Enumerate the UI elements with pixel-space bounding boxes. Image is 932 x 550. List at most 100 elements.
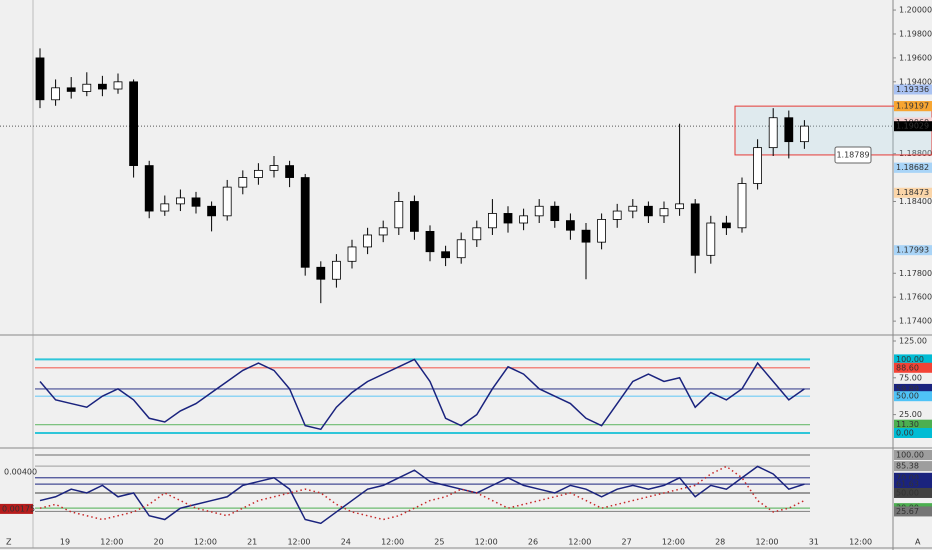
x-tick-label: 28 — [715, 538, 725, 547]
x-tick-label: 12:00 — [849, 538, 872, 547]
candle-body — [207, 205, 217, 217]
x-tick-label: 12:00 — [568, 538, 591, 547]
x-tick-label: 12:00 — [100, 538, 123, 547]
candle-body — [222, 186, 232, 217]
x-tick-label: 21 — [247, 538, 257, 547]
axis-corner: Z — [6, 538, 12, 547]
x-tick-label: 12:00 — [381, 538, 404, 547]
candle-body — [285, 165, 295, 178]
level-badge — [894, 391, 932, 402]
level-badge-label: 61.63 — [896, 480, 919, 489]
y-tick-label: 1.19400 — [899, 77, 932, 86]
level-badge-label: 50.00 — [896, 488, 919, 497]
candle-body — [378, 227, 388, 236]
x-tick-label: 26 — [528, 538, 538, 547]
candle-body — [66, 87, 76, 92]
candle-body — [363, 234, 373, 248]
candle-body — [409, 201, 419, 232]
level-badge-label: 11.30 — [896, 420, 919, 429]
candle-body — [628, 205, 638, 212]
y-tick-label: 1.19600 — [899, 53, 932, 62]
y-tick-label: 1.17600 — [899, 293, 932, 302]
candle-body — [300, 177, 310, 268]
candle-body — [82, 83, 92, 92]
axis-badge — [0, 503, 33, 514]
candle-body — [35, 57, 45, 101]
x-tick-label: 12:00 — [194, 538, 217, 547]
price-badge-label: 1.17993 — [896, 246, 929, 255]
level-badge — [894, 419, 932, 430]
level-badge — [894, 487, 932, 498]
candle-body — [456, 239, 466, 259]
x-tick-label: 27 — [622, 538, 632, 547]
candle-body — [597, 219, 606, 243]
x-tick-label: 12:00 — [475, 538, 498, 547]
y-tick-label: 1.18400 — [899, 197, 932, 206]
level-badge — [894, 450, 932, 461]
level-badge-label: 25.67 — [896, 507, 919, 516]
series-line — [39, 465, 805, 525]
x-tick-label: 25 — [434, 538, 444, 547]
candle-body — [269, 165, 279, 171]
candle-body — [472, 227, 482, 241]
candle-body — [800, 125, 809, 143]
y-tick-label: 1.17400 — [899, 317, 932, 326]
level-badge — [894, 427, 932, 438]
candle-body — [316, 266, 326, 280]
candle-body — [394, 201, 404, 229]
series-line — [39, 358, 805, 431]
candle-body — [347, 246, 357, 262]
candle-body — [113, 81, 123, 90]
candle-body — [160, 203, 170, 212]
level-badge — [894, 461, 932, 472]
y-tick-label: 1.17800 — [899, 269, 932, 278]
annotation-box — [834, 146, 872, 164]
candle-body — [690, 203, 700, 256]
candle-body — [191, 197, 201, 207]
level-badge — [894, 472, 932, 483]
price-badge — [894, 101, 932, 112]
axis-corner: A — [915, 538, 921, 547]
level-badge-label: 88.60 — [896, 363, 919, 372]
y-tick-label: 25.00 — [899, 410, 922, 419]
x-tick-label: 24 — [341, 538, 351, 547]
candle-body — [784, 117, 794, 143]
y-tick-label: 1.20000 — [899, 6, 932, 15]
level-badge-label: 50.00 — [896, 392, 919, 401]
candle-body — [706, 222, 716, 256]
candle-body — [487, 213, 497, 229]
level-badge — [894, 506, 932, 517]
candle-body — [753, 147, 762, 184]
candle-body — [534, 205, 544, 217]
candle-body — [675, 203, 684, 210]
candle-body — [238, 177, 248, 188]
price-badge — [894, 84, 932, 95]
y-tick-label: 125.00 — [899, 337, 927, 346]
price-badge-label: 1.19029 — [896, 122, 929, 131]
price-badge — [894, 121, 932, 132]
price-badge — [894, 162, 932, 173]
candle-body — [129, 81, 139, 166]
level-badge-label: 85.38 — [896, 462, 919, 471]
candle-body — [644, 205, 653, 217]
price-badge-label: 1.18682 — [896, 163, 929, 172]
level-badge-label: 59.89 — [896, 384, 919, 393]
level-badge-label: 70.00 — [896, 473, 919, 482]
y-tick-label: 1.19800 — [899, 29, 932, 38]
y-tick-label: 1.18800 — [899, 149, 932, 158]
candle-body — [98, 83, 107, 90]
price-badge — [894, 187, 932, 198]
candle-body — [175, 197, 185, 205]
candle-body — [550, 205, 560, 222]
candle-body — [581, 229, 591, 243]
x-tick-label: 12:00 — [662, 538, 685, 547]
candle-body — [659, 208, 669, 217]
level-badge — [894, 362, 932, 373]
level-badge — [894, 479, 932, 490]
y2-tick-label: 0.00400 — [4, 467, 37, 476]
candle-body — [425, 230, 435, 253]
x-tick-label: 12:00 — [755, 538, 778, 547]
x-tick-label: 19 — [60, 538, 70, 547]
